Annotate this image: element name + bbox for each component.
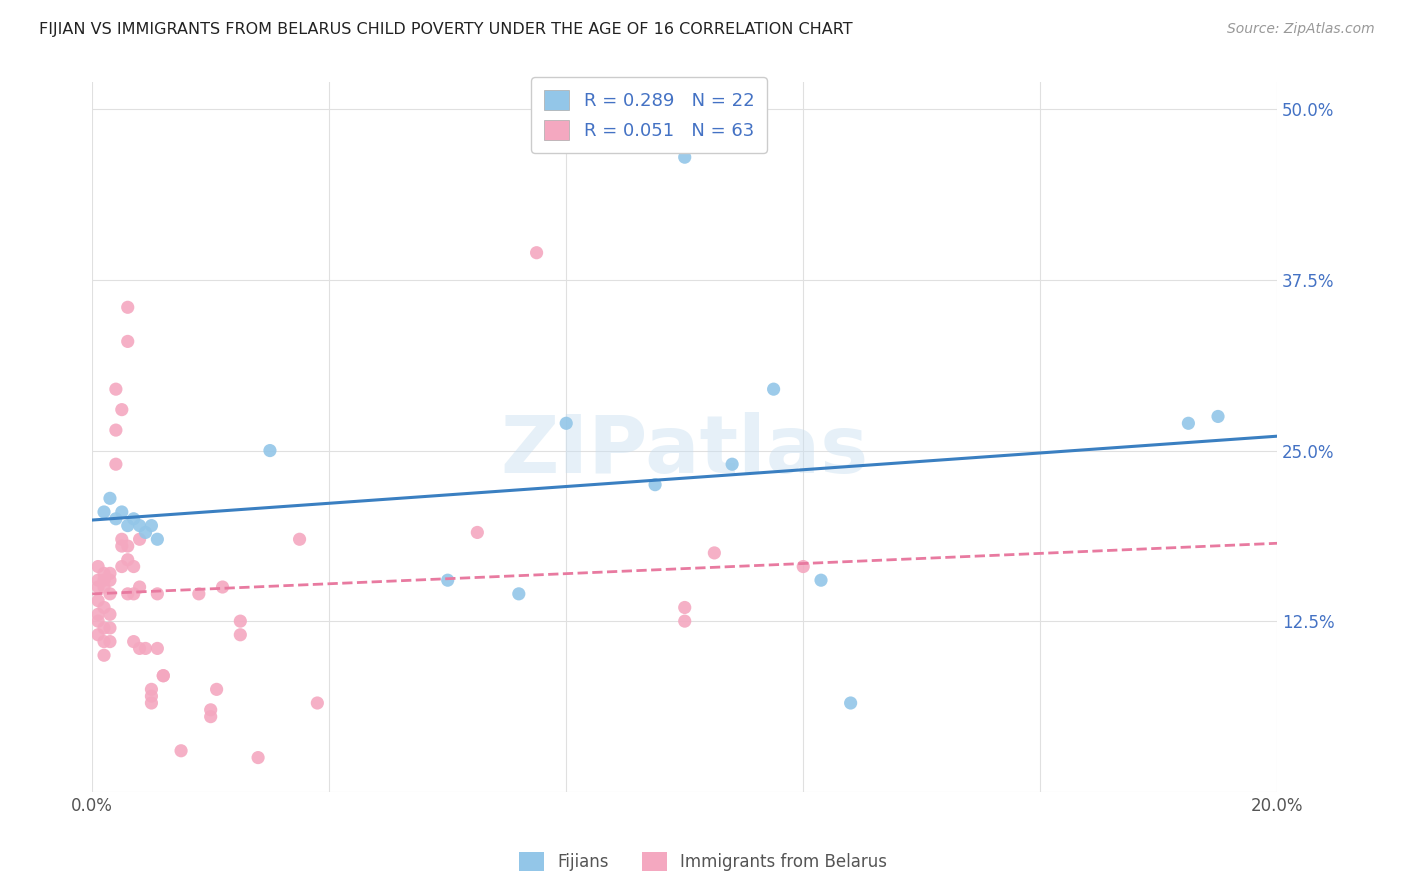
Point [141,518,163,533]
Point [810,573,832,587]
Point [117,539,139,553]
Point [721,457,744,471]
Point [122,512,145,526]
Point [508,587,530,601]
Point [229,614,252,628]
Point [555,417,578,431]
Point [134,525,156,540]
Point [134,641,156,656]
Point [117,518,139,533]
Point [673,614,696,628]
Point [122,587,145,601]
Point [703,546,725,560]
Point [98,573,121,587]
Point [104,382,127,396]
Point [673,150,696,164]
Point [98,491,121,506]
Point [205,682,228,697]
Point [93,580,115,594]
Point [152,669,174,683]
Point [87,559,110,574]
Point [1206,409,1229,424]
Text: FIJIAN VS IMMIGRANTS FROM BELARUS CHILD POVERTY UNDER THE AGE OF 16 CORRELATION : FIJIAN VS IMMIGRANTS FROM BELARUS CHILD … [39,22,853,37]
Point [93,621,115,635]
Point [98,607,121,622]
Point [111,533,134,547]
Point [152,669,174,683]
Point [141,689,163,703]
Point [141,696,163,710]
Point [93,566,115,581]
Point [93,505,115,519]
Text: ZIPatlas: ZIPatlas [501,412,869,490]
Point [187,587,209,601]
Point [465,525,488,540]
Point [259,443,281,458]
Point [200,709,222,723]
Point [111,402,134,417]
Text: Source: ZipAtlas.com: Source: ZipAtlas.com [1227,22,1375,37]
Point [288,533,311,547]
Point [229,628,252,642]
Point [141,682,163,697]
Point [128,518,150,533]
Point [98,587,121,601]
Point [93,634,115,648]
Point [117,553,139,567]
Legend: Fijians, Immigrants from Belarus: Fijians, Immigrants from Belarus [510,843,896,880]
Point [146,533,169,547]
Point [200,703,222,717]
Point [87,614,110,628]
Point [211,580,233,594]
Point [146,587,169,601]
Point [111,539,134,553]
Point [87,593,110,607]
Point [87,580,110,594]
Point [111,505,134,519]
Point [104,423,127,437]
Point [644,477,666,491]
Point [170,744,193,758]
Point [146,641,169,656]
Point [104,512,127,526]
Point [307,696,329,710]
Point [122,559,145,574]
Point [117,301,139,315]
Point [526,245,548,260]
Point [93,600,115,615]
Point [762,382,785,396]
Point [87,628,110,642]
Point [122,634,145,648]
Point [673,600,696,615]
Point [98,634,121,648]
Point [792,559,814,574]
Point [117,334,139,349]
Point [117,587,139,601]
Point [128,580,150,594]
Point [128,641,150,656]
Point [128,533,150,547]
Point [436,573,458,587]
Point [98,621,121,635]
Point [93,573,115,587]
Point [93,648,115,663]
Point [87,607,110,622]
Point [839,696,862,710]
Point [111,559,134,574]
Legend: R = 0.289   N = 22, R = 0.051   N = 63: R = 0.289 N = 22, R = 0.051 N = 63 [531,77,768,153]
Point [104,457,127,471]
Point [1177,417,1199,431]
Point [87,573,110,587]
Point [247,750,270,764]
Point [98,566,121,581]
